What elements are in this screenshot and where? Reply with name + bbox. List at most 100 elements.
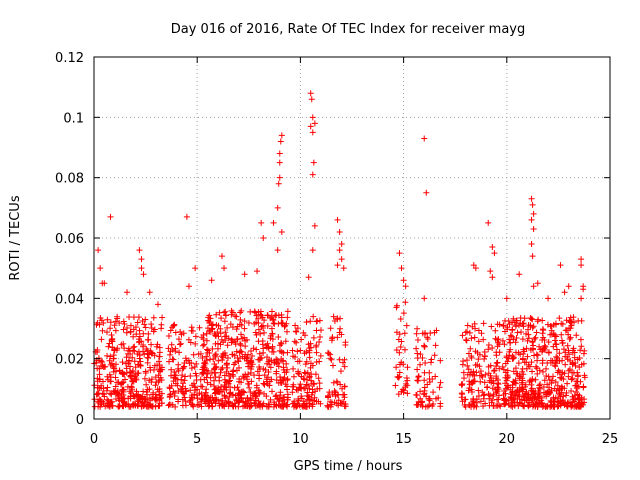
data-point (179, 372, 186, 379)
data-point (471, 334, 478, 341)
data-point (185, 283, 192, 290)
data-point (199, 354, 206, 361)
data-point (543, 365, 550, 372)
data-point (401, 346, 408, 353)
data-point (308, 391, 315, 398)
data-point (525, 391, 532, 398)
data-point (415, 401, 422, 408)
data-point (218, 366, 225, 373)
data-point (224, 342, 231, 349)
data-point (567, 319, 574, 326)
data-point (150, 314, 157, 321)
data-point (333, 378, 340, 385)
data-point (226, 400, 233, 407)
data-point (102, 403, 109, 410)
data-point (327, 351, 334, 358)
data-point (257, 311, 264, 318)
data-point (255, 398, 262, 405)
data-point (218, 397, 225, 404)
data-point (308, 96, 315, 103)
data-point (235, 392, 242, 399)
data-point (402, 283, 409, 290)
data-point (138, 395, 145, 402)
data-point (103, 387, 110, 394)
data-point (493, 375, 500, 382)
data-point (557, 393, 564, 400)
data-point (510, 315, 517, 322)
data-point (91, 403, 98, 410)
data-point (98, 336, 105, 343)
data-point (558, 375, 565, 382)
data-point (276, 150, 283, 157)
data-point (264, 312, 271, 319)
data-point (580, 350, 587, 357)
data-point (548, 327, 555, 334)
data-point (553, 341, 560, 348)
data-point (578, 262, 585, 269)
data-point (547, 357, 554, 364)
data-point (188, 401, 195, 408)
data-point (107, 319, 114, 326)
y-tick-label: 0.02 (55, 353, 84, 368)
data-point (197, 350, 204, 357)
data-point (136, 396, 143, 403)
data-point (527, 377, 534, 384)
data-point (100, 319, 107, 326)
data-point (98, 357, 105, 364)
data-point (187, 397, 194, 404)
data-point (203, 330, 210, 337)
data-point (433, 327, 440, 334)
data-point (534, 370, 541, 377)
data-point (324, 402, 331, 409)
data-point (203, 353, 210, 360)
data-point (98, 317, 105, 324)
data-point (543, 393, 550, 400)
data-point (112, 318, 119, 325)
grid-layer (94, 57, 610, 419)
data-point (245, 363, 252, 370)
data-point (222, 329, 229, 336)
data-point (536, 384, 543, 391)
data-point (509, 381, 516, 388)
data-point (495, 396, 502, 403)
data-point (554, 354, 561, 361)
data-point (471, 320, 478, 327)
data-point (539, 317, 546, 324)
data-point (180, 364, 187, 371)
data-point (281, 374, 288, 381)
data-point (176, 349, 183, 356)
data-point (505, 382, 512, 389)
data-point (570, 369, 577, 376)
data-point (424, 403, 431, 410)
data-point (233, 326, 240, 333)
data-point (188, 394, 195, 401)
data-point (494, 359, 501, 366)
data-point (124, 383, 131, 390)
data-point (245, 319, 252, 326)
data-point (232, 313, 239, 320)
data-point (141, 321, 148, 328)
data-point (337, 315, 344, 322)
data-point (392, 382, 399, 389)
data-point (335, 391, 342, 398)
data-point (270, 219, 277, 226)
data-point (574, 378, 581, 385)
data-point (395, 391, 402, 398)
data-point (142, 368, 149, 375)
data-point (480, 320, 487, 327)
data-point (104, 396, 111, 403)
data-point (209, 345, 216, 352)
data-point (259, 341, 266, 348)
data-point (219, 364, 226, 371)
data-point (247, 397, 254, 404)
data-point (337, 368, 344, 375)
data-point (459, 380, 466, 387)
data-point (464, 362, 471, 369)
data-point (289, 383, 296, 390)
data-point (171, 392, 178, 399)
data-point (396, 373, 403, 380)
data-point (284, 349, 291, 356)
data-point (577, 336, 584, 343)
data-point (191, 391, 198, 398)
data-point (278, 340, 285, 347)
